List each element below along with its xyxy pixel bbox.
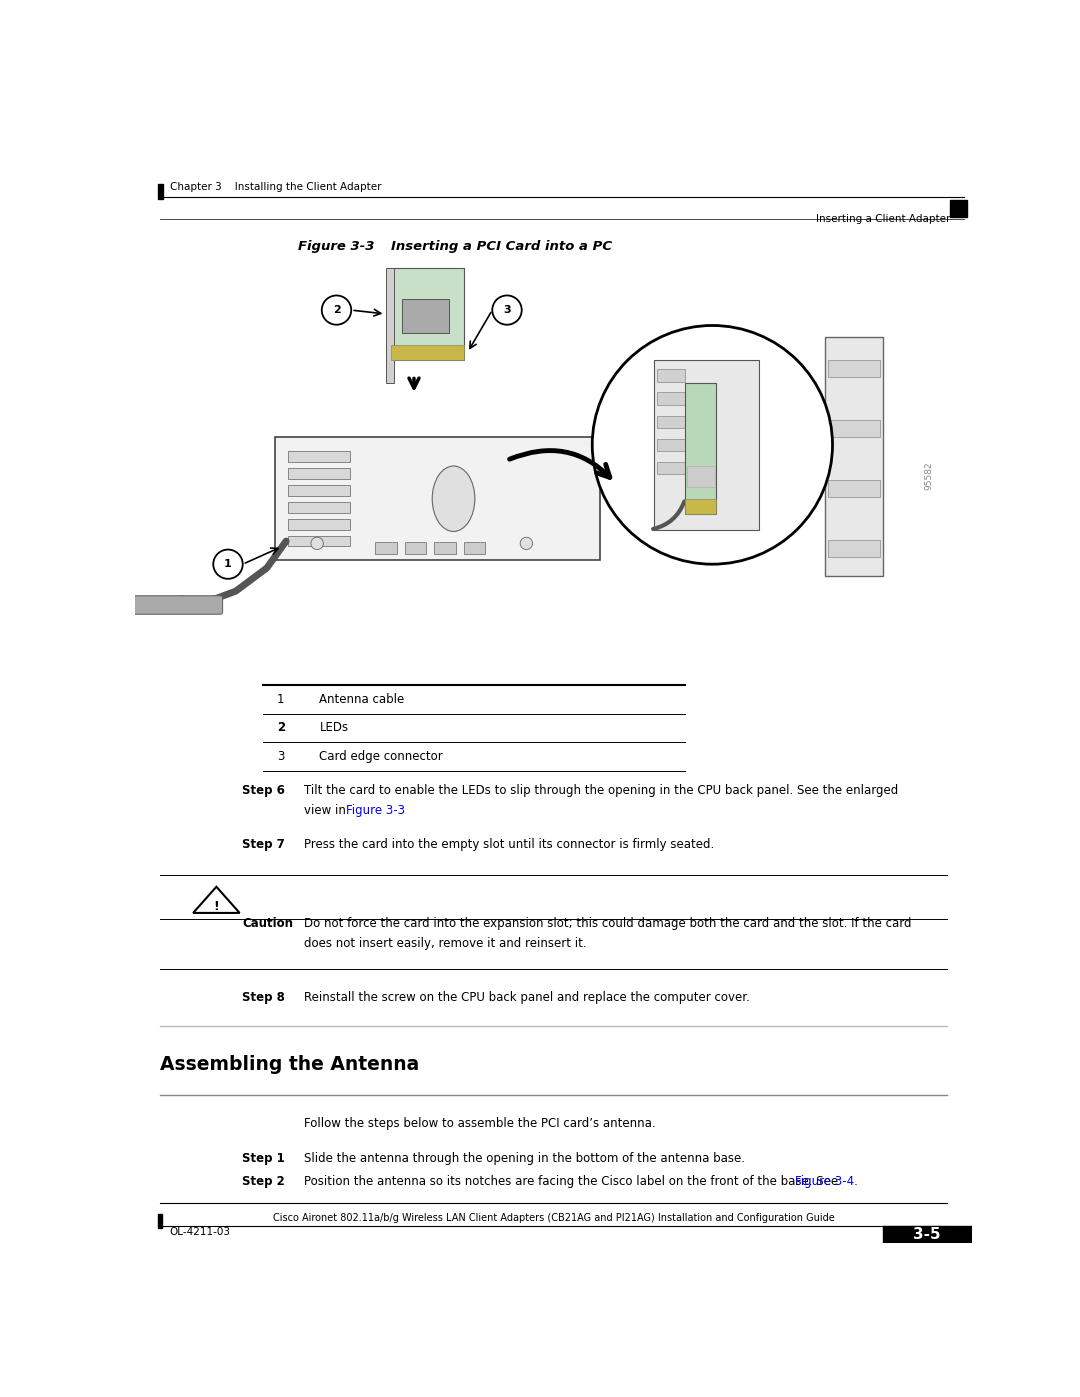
Bar (391, 345, 464, 360)
Text: Step 6: Step 6 (242, 784, 285, 796)
Bar (159, 184, 163, 200)
Text: 1: 1 (276, 693, 284, 705)
Text: !: ! (214, 900, 219, 914)
Text: Step 7: Step 7 (242, 838, 285, 851)
Text: 3: 3 (276, 750, 284, 763)
Text: Figure 3-3: Figure 3-3 (346, 803, 405, 817)
Text: Figure 3-4.: Figure 3-4. (795, 1175, 859, 1187)
Bar (828, 481, 880, 497)
Bar (658, 462, 685, 474)
Bar (687, 465, 715, 488)
Bar (391, 268, 464, 360)
Text: Caution: Caution (242, 916, 293, 930)
Text: 2: 2 (333, 305, 340, 316)
Bar (288, 468, 350, 479)
Text: 1: 1 (225, 559, 232, 569)
Text: Step 8: Step 8 (242, 990, 285, 1004)
Polygon shape (193, 887, 240, 912)
Text: Press the card into the empty slot until its connector is firmly seated.: Press the card into the empty slot until… (303, 838, 714, 851)
Circle shape (492, 295, 522, 324)
Bar (658, 439, 685, 451)
Text: Inserting a Client Adapter: Inserting a Client Adapter (815, 214, 950, 224)
Bar (375, 542, 397, 555)
Text: Assembling the Antenna: Assembling the Antenna (160, 1056, 419, 1074)
Bar (434, 542, 456, 555)
Text: Chapter 3    Installing the Client Adapter: Chapter 3 Installing the Client Adapter (170, 182, 381, 191)
Bar (685, 383, 716, 514)
Bar (685, 499, 716, 514)
Text: view in: view in (303, 803, 350, 817)
Text: Do not force the card into the expansion slot; this could damage both the card a: Do not force the card into the expansion… (303, 916, 912, 930)
Text: LEDs: LEDs (320, 721, 349, 735)
Text: Figure 3-3: Figure 3-3 (298, 240, 375, 253)
Bar (288, 518, 350, 529)
Text: Step 1: Step 1 (242, 1151, 285, 1165)
Circle shape (311, 538, 323, 549)
Circle shape (592, 326, 833, 564)
Text: 3-5: 3-5 (914, 1227, 941, 1242)
FancyBboxPatch shape (121, 595, 222, 615)
Text: OL-4211-03: OL-4211-03 (170, 1227, 231, 1238)
Bar (387, 268, 394, 383)
Text: Card edge connector: Card edge connector (320, 750, 443, 763)
Bar (405, 542, 427, 555)
Bar (159, 1214, 162, 1228)
Bar (658, 369, 685, 381)
Bar (658, 415, 685, 427)
Text: Position the antenna so its notches are facing the Cisco label on the front of t: Position the antenna so its notches are … (303, 1175, 841, 1187)
Text: Reinstall the screw on the CPU back panel and replace the computer cover.: Reinstall the screw on the CPU back pane… (303, 990, 750, 1004)
Bar (882, 1227, 972, 1242)
Bar (828, 420, 880, 437)
Bar (658, 393, 685, 405)
Text: 95582: 95582 (924, 461, 934, 490)
Text: Antenna cable: Antenna cable (320, 693, 405, 705)
Circle shape (322, 295, 351, 324)
Bar (463, 542, 485, 555)
Text: Follow the steps below to assemble the PCI card’s antenna.: Follow the steps below to assemble the P… (303, 1118, 656, 1130)
Text: 3: 3 (503, 305, 511, 316)
Ellipse shape (432, 467, 475, 531)
Bar (288, 535, 350, 546)
Bar (828, 360, 880, 377)
Text: Inserting a PCI Card into a PC: Inserting a PCI Card into a PC (391, 240, 612, 253)
Circle shape (521, 538, 532, 549)
Text: Cisco Aironet 802.11a/b/g Wireless LAN Client Adapters (CB21AG and PI21AG) Insta: Cisco Aironet 802.11a/b/g Wireless LAN C… (272, 1213, 835, 1222)
Text: does not insert easily, remove it and reinsert it.: does not insert easily, remove it and re… (303, 937, 586, 950)
FancyBboxPatch shape (274, 437, 600, 560)
Bar (288, 451, 350, 462)
Text: Step 2: Step 2 (242, 1175, 285, 1187)
Bar (288, 502, 350, 513)
Bar (828, 541, 880, 557)
Text: .: . (399, 803, 402, 817)
Bar (825, 337, 882, 576)
Text: Slide the antenna through the opening in the bottom of the antenna base.: Slide the antenna through the opening in… (303, 1151, 745, 1165)
Bar (403, 299, 449, 334)
Circle shape (213, 549, 243, 578)
Text: Tilt the card to enable the LEDs to slip through the opening in the CPU back pan: Tilt the card to enable the LEDs to slip… (303, 784, 899, 796)
Bar (654, 360, 759, 529)
Bar (950, 200, 968, 217)
Text: 2: 2 (276, 721, 285, 735)
Bar (288, 485, 350, 496)
